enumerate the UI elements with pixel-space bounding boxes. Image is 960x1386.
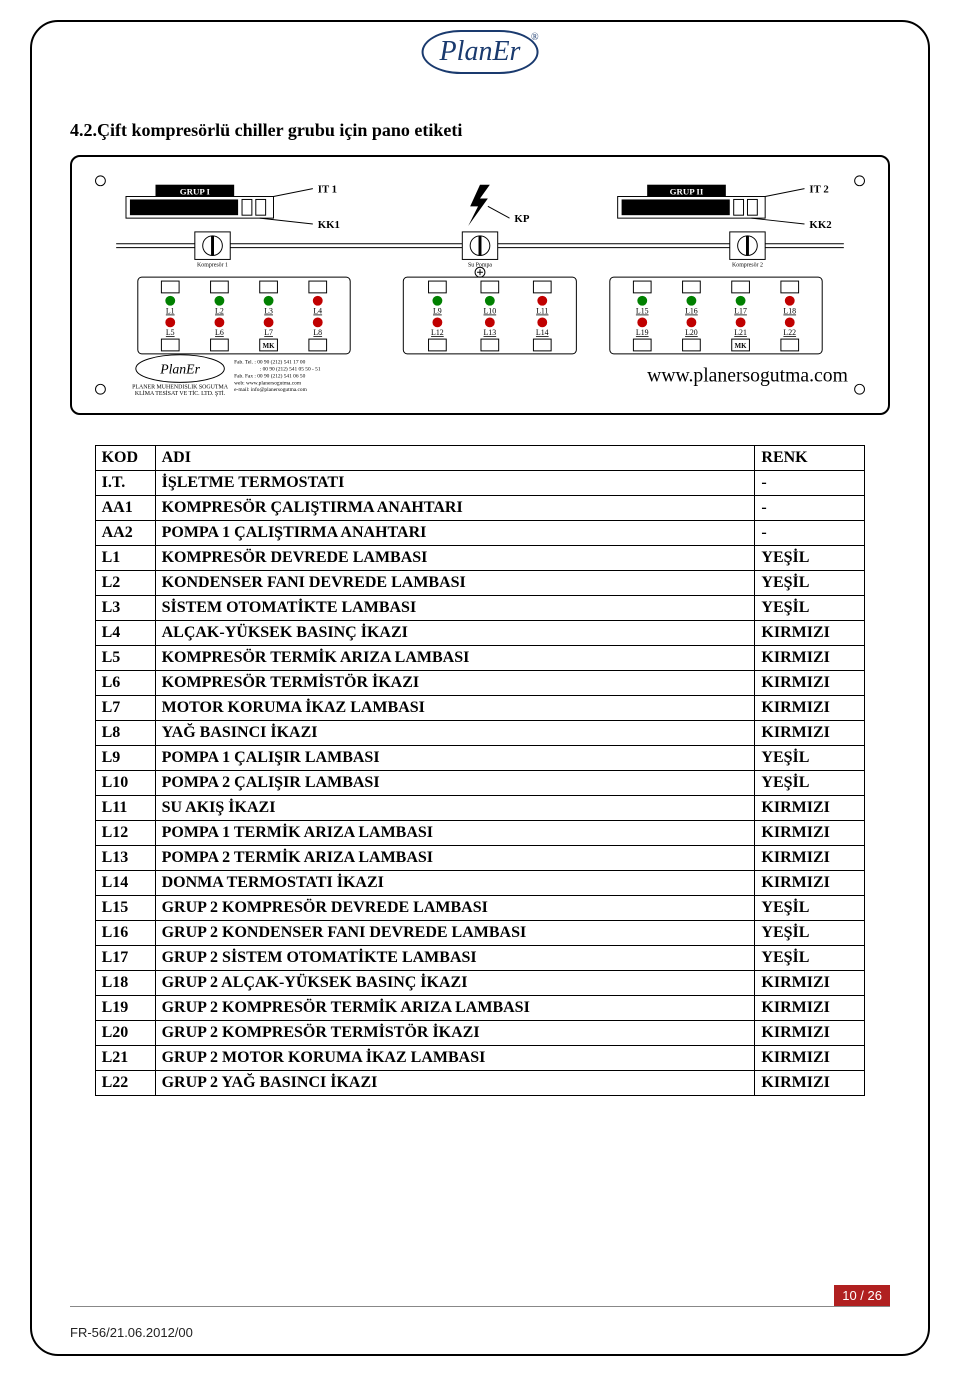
table-row: L1KOMPRESÖR DEVREDE LAMBASIYEŞİL xyxy=(95,546,865,571)
page-number: 10 / 26 xyxy=(834,1285,890,1306)
header-logo: PlanEr xyxy=(422,30,539,74)
svg-text:L15: L15 xyxy=(636,307,649,316)
footer: 10 / 26 FR-56/21.06.2012/00 xyxy=(70,1285,890,1340)
table-row: L12POMPA 1 TERMİK ARIZA LAMBASIKIRMIZI xyxy=(95,821,865,846)
table-row: L10POMPA 2 ÇALIŞIR LAMBASIYEŞİL xyxy=(95,771,865,796)
svg-text:L11: L11 xyxy=(536,307,548,316)
table-row: L4ALÇAK-YÜKSEK BASINÇ İKAZIKIRMIZI xyxy=(95,621,865,646)
table-row: L22GRUP 2 YAĞ BASINCI İKAZIKIRMIZI xyxy=(95,1071,865,1096)
dial-2: Su Pompa xyxy=(462,232,497,277)
svg-text:L22: L22 xyxy=(783,328,796,337)
col-adi: ADI xyxy=(155,446,755,471)
table-row: L20GRUP 2 KOMPRESÖR TERMİSTÖR İKAZIKIRMI… xyxy=(95,1021,865,1046)
svg-text:L16: L16 xyxy=(685,307,698,316)
legend-table: KOD ADI RENK I.T.İŞLETME TERMOSTATI-AA1K… xyxy=(95,445,866,1096)
table-row: L11SU AKIŞ İKAZIKIRMIZI xyxy=(95,796,865,821)
svg-text:L18: L18 xyxy=(783,307,796,316)
svg-text:Kompresör 1: Kompresör 1 xyxy=(197,262,228,268)
table-row: L7MOTOR KORUMA İKAZ LAMBASIKIRMIZI xyxy=(95,696,865,721)
table-row: L21GRUP 2 MOTOR KORUMA İKAZ LAMBASIKIRMI… xyxy=(95,1046,865,1071)
svg-text:L13: L13 xyxy=(483,328,496,337)
section-title: 4.2.Çift kompresörlü chiller grubu için … xyxy=(70,120,890,141)
kp-label: KP xyxy=(514,213,529,225)
svg-text:L9: L9 xyxy=(433,307,442,316)
col-kod: KOD xyxy=(95,446,155,471)
svg-text:PLANER MUHENDISLIK SOGUTMA: PLANER MUHENDISLIK SOGUTMA xyxy=(132,384,229,390)
svg-text:L17: L17 xyxy=(734,307,747,316)
col-renk: RENK xyxy=(755,446,865,471)
svg-text:MK: MK xyxy=(263,343,275,350)
dial-3: Kompresör 2 xyxy=(730,232,765,268)
panel-logo: PlanEr xyxy=(159,362,200,377)
table-row: L6KOMPRESÖR TERMİSTÖR İKAZIKIRMIZI xyxy=(95,671,865,696)
svg-text:L5: L5 xyxy=(166,328,175,337)
table-row: I.T.İŞLETME TERMOSTATI- xyxy=(95,471,865,496)
kk2-label: KK2 xyxy=(809,219,831,231)
svg-text:Fab. Tel. : 00 90 (212) 541 17: Fab. Tel. : 00 90 (212) 541 17 00 xyxy=(234,359,305,366)
svg-text:L1: L1 xyxy=(166,307,175,316)
svg-text:L19: L19 xyxy=(636,328,649,337)
it1-label: IT 1 xyxy=(318,184,337,196)
svg-text:L10: L10 xyxy=(483,307,496,316)
svg-text:L20: L20 xyxy=(685,328,698,337)
logo-text: PlanEr xyxy=(422,30,539,74)
svg-text:L21: L21 xyxy=(734,328,747,337)
svg-text:L3: L3 xyxy=(264,307,273,316)
svg-text:e-mail: info@planersogutma.com: e-mail: info@planersogutma.com xyxy=(234,386,307,393)
it2-label: IT 2 xyxy=(809,184,828,196)
table-row: L5KOMPRESÖR TERMİK ARIZA LAMBASIKIRMIZI xyxy=(95,646,865,671)
dial-1: Kompresör 1 xyxy=(195,232,230,268)
table-row: L17GRUP 2 SİSTEM OTOMATİKTE LAMBASIYEŞİL xyxy=(95,946,865,971)
svg-text:L4: L4 xyxy=(313,307,322,316)
panel-diagram: GRUP I IT 1 KK1 KP GRUP II IT 2 KK2 xyxy=(70,155,890,415)
svg-text:: 00 90 (212) 541 05 50 - 51: : 00 90 (212) 541 05 50 - 51 xyxy=(260,366,321,373)
svg-text:MK: MK xyxy=(735,343,747,350)
grup-i-label: GRUP I xyxy=(180,187,211,197)
table-row: L16GRUP 2 KONDENSER FANI DEVREDE LAMBASI… xyxy=(95,921,865,946)
table-row: L19GRUP 2 KOMPRESÖR TERMİK ARIZA LAMBASI… xyxy=(95,996,865,1021)
table-row: L2KONDENSER FANI DEVREDE LAMBASIYEŞİL xyxy=(95,571,865,596)
table-row: L3SİSTEM OTOMATİKTE LAMBASIYEŞİL xyxy=(95,596,865,621)
table-row: L15GRUP 2 KOMPRESÖR DEVREDE LAMBASIYEŞİL xyxy=(95,896,865,921)
svg-text:L12: L12 xyxy=(431,328,444,337)
svg-text:KLİMA TESİSAT VE TİC. LTD. ŞTİ: KLİMA TESİSAT VE TİC. LTD. ŞTİ. xyxy=(135,390,226,397)
kk1-label: KK1 xyxy=(318,219,340,231)
svg-text:web: www.planersogutma.com: web: www.planersogutma.com xyxy=(234,380,302,386)
svg-text:L7: L7 xyxy=(264,328,273,337)
grup-ii-label: GRUP II xyxy=(670,187,704,197)
table-row: AA2POMPA 1 ÇALIŞTIRMA ANAHTARI- xyxy=(95,521,865,546)
table-row: L18GRUP 2 ALÇAK-YÜKSEK BASINÇ İKAZIKIRMI… xyxy=(95,971,865,996)
table-row: AA1KOMPRESÖR ÇALIŞTIRMA ANAHTARI- xyxy=(95,496,865,521)
table-row: L8YAĞ BASINCI İKAZIKIRMIZI xyxy=(95,721,865,746)
svg-text:Kompresör 2: Kompresör 2 xyxy=(732,262,763,268)
svg-text:L8: L8 xyxy=(313,328,322,337)
panel-url: www.planersogutma.com xyxy=(647,364,848,386)
doc-code: FR-56/21.06.2012/00 xyxy=(70,1325,890,1340)
svg-text:L14: L14 xyxy=(536,328,549,337)
table-row: L13POMPA 2 TERMİK ARIZA LAMBASIKIRMIZI xyxy=(95,846,865,871)
svg-text:Fab. Fax : 00 90 (212) 541 06: Fab. Fax : 00 90 (212) 541 06 50 xyxy=(234,372,305,379)
svg-text:L2: L2 xyxy=(215,307,224,316)
svg-text:L6: L6 xyxy=(215,328,224,337)
table-row: L9POMPA 1 ÇALIŞIR LAMBASIYEŞİL xyxy=(95,746,865,771)
table-row: L14DONMA TERMOSTATI İKAZIKIRMIZI xyxy=(95,871,865,896)
